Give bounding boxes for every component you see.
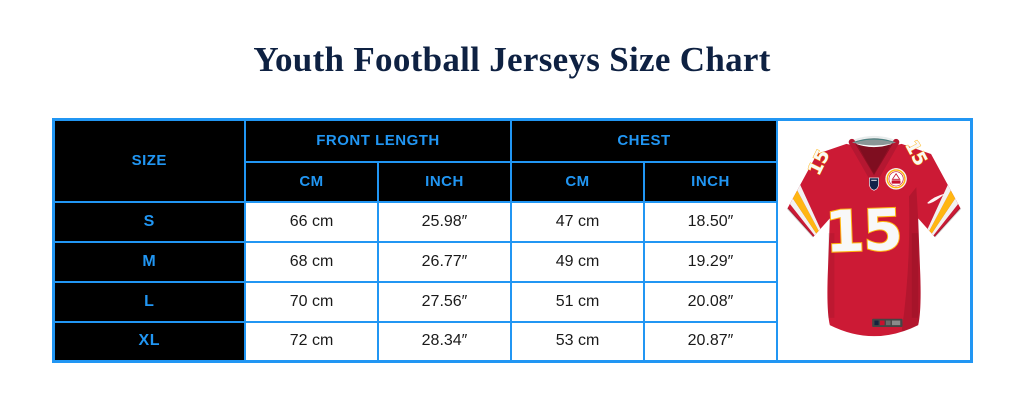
size-row-l: L 70 cm 27.56″ 51 cm 20.08″: [52, 280, 971, 323]
col-header-size: SIZE: [52, 118, 246, 203]
back-collar-seam: [854, 135, 894, 142]
size-label-s: S: [52, 200, 246, 243]
jersey-shading-right: [901, 187, 921, 332]
jersey-body: [787, 143, 961, 337]
front-length-cm-s: 66 cm: [244, 200, 379, 243]
col-header-chest: CHEST: [510, 118, 778, 163]
jersey-mesh-left: [827, 233, 835, 318]
jersey-photo: 15 15 15: [776, 118, 972, 363]
front-length-cm-m: 68 cm: [244, 240, 379, 283]
front-length-cm-l: 70 cm: [244, 280, 379, 323]
chest-inch-m: 19.29″: [643, 240, 778, 283]
size-label-m: M: [52, 240, 246, 283]
nfl-shield-icon: [868, 177, 879, 191]
cuff-shadow-left: [786, 207, 814, 238]
front-length-inch-m: 26.77″: [377, 240, 512, 283]
sleeve-stripes-left-icon: [789, 184, 821, 236]
jersey-image-container: 15 15 15: [778, 130, 970, 351]
front-length-inch-l: 27.56″: [377, 280, 512, 323]
chest-inch-xl: 20.87″: [643, 320, 778, 363]
jock-tag: [871, 318, 903, 327]
unit-header-chest-inch: INCH: [643, 160, 778, 203]
front-length-cm-xl: 72 cm: [244, 320, 379, 363]
collar-band-edge: [854, 141, 894, 176]
size-label-xl: XL: [52, 320, 246, 363]
front-length-inch-xl: 28.34″: [377, 320, 512, 363]
size-row-s: S 66 cm 25.98″ 47 cm 18.50″: [52, 200, 971, 243]
nike-swoosh-icon: [927, 193, 945, 204]
col-header-front-length: FRONT LENGTH: [244, 118, 512, 163]
chest-cm-s: 47 cm: [510, 200, 645, 243]
size-row-m: M 68 cm 26.77″ 49 cm 19.29″: [52, 240, 971, 283]
chest-inch-s: 18.50″: [643, 200, 778, 243]
jersey-image: 15 15 15: [786, 135, 961, 337]
chest-cm-m: 49 cm: [510, 240, 645, 283]
chest-inch-l: 20.08″: [643, 280, 778, 323]
unit-header-front-inch: INCH: [377, 160, 512, 203]
back-collar-teal-line: [854, 138, 894, 143]
size-row-xl: XL 72 cm 28.34″ 53 cm 20.87″: [52, 320, 971, 363]
page-title: Youth Football Jerseys Size Chart: [253, 40, 771, 79]
size-label-l: L: [52, 280, 246, 323]
front-length-inch-s: 25.98″: [377, 200, 512, 243]
chest-cm-xl: 53 cm: [510, 320, 645, 363]
chiefs-patch-icon: [885, 168, 907, 190]
unit-header-front-cm: CM: [244, 160, 379, 203]
chest-number: 15: [824, 197, 902, 266]
collar-inner-shadow: [853, 142, 894, 177]
cuff-shadow-right: [933, 207, 961, 238]
size-chart-table: SIZE FRONT LENGTH CHEST: [51, 118, 973, 363]
unit-header-chest-cm: CM: [510, 160, 645, 203]
chest-cm-l: 51 cm: [510, 280, 645, 323]
jersey-mesh-right: [911, 233, 918, 318]
